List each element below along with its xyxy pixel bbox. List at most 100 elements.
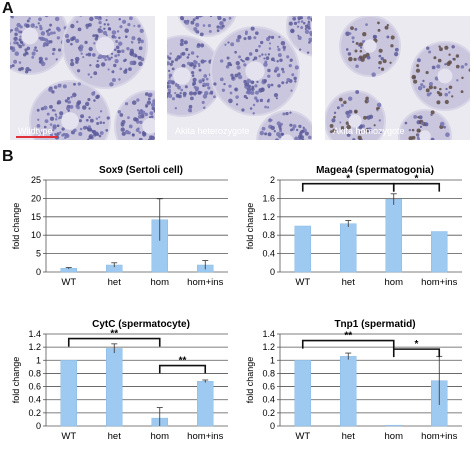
y-axis-label: fold change xyxy=(11,203,21,250)
y-tick-label: 1 xyxy=(36,355,41,365)
y-tick-label: 0.6 xyxy=(28,382,41,392)
bar-het xyxy=(340,356,357,427)
x-tick-label: hom xyxy=(151,277,170,288)
bar-het xyxy=(340,223,357,273)
x-tick-label: hom+ins xyxy=(421,431,457,442)
chart-title: Sox9 (Sertoli cell) xyxy=(99,165,183,176)
y-tick-label: 20 xyxy=(31,193,41,203)
chart-tnp1: Tnp1 (spermatid) fold change 0 0.2 0.4 0.6 0.8… xyxy=(240,314,470,456)
y-tick-label: 1.6 xyxy=(262,193,275,203)
lumen xyxy=(245,61,265,81)
bar-hom xyxy=(385,199,402,273)
x-tick-label: het xyxy=(342,431,356,442)
y-tick-label: 15 xyxy=(31,212,41,222)
x-tick-label: hom xyxy=(385,277,404,288)
bar-het xyxy=(106,348,123,427)
significance-bracket xyxy=(301,339,395,349)
y-tick-label: 0.2 xyxy=(262,408,275,418)
significance-bracket xyxy=(301,182,395,192)
micrograph-akita-homozygote: Akita homozygote xyxy=(325,16,470,140)
x-tick-label: hom+ins xyxy=(187,431,223,442)
significance-bracket xyxy=(392,348,441,358)
lumen xyxy=(95,36,115,56)
chart-magea4: Magea4 (spermatogonia) fold change 0 0.4 0.8… xyxy=(240,160,470,302)
x-tick-label: hom xyxy=(151,431,170,442)
y-tick-label: 1.4 xyxy=(28,329,41,339)
y-tick-label: 0 xyxy=(36,421,41,431)
micrograph-akita-heterozygote: Akita heterozygote xyxy=(167,16,312,140)
significance-label: * xyxy=(415,339,419,350)
y-tick-label: 0 xyxy=(36,267,41,277)
significance-bracket xyxy=(158,364,207,374)
panel-label-a: A xyxy=(2,0,14,17)
bar-hom+ins xyxy=(431,231,448,273)
x-tick-label: WT xyxy=(61,277,76,288)
micrograph-label: Wildtype xyxy=(18,126,53,136)
significance-label: * xyxy=(415,174,419,185)
x-tick-label: hom xyxy=(385,431,404,442)
chart-title: CytC (spermatocyte) xyxy=(92,319,190,330)
significance-label: ** xyxy=(179,356,187,367)
y-axis-label: fold change xyxy=(245,203,255,250)
y-tick-label: 1.2 xyxy=(28,342,41,352)
y-axis-label: fold change xyxy=(245,357,255,404)
chart-title: Magea4 (spermatogonia) xyxy=(316,165,434,176)
y-tick-label: 1 xyxy=(270,355,275,365)
x-tick-label: WT xyxy=(295,431,310,442)
y-tick-label: 0.4 xyxy=(262,249,275,259)
chart-title: Tnp1 (spermatid) xyxy=(334,319,415,330)
significance-label: ** xyxy=(344,331,352,342)
x-tick-label: het xyxy=(342,277,356,288)
scale-bar xyxy=(16,136,58,138)
y-tick-label: 25 xyxy=(31,175,41,185)
panel-label-b: B xyxy=(2,148,14,165)
micrograph-label: Akita homozygote xyxy=(333,126,405,136)
y-tick-label: 1.2 xyxy=(262,342,275,352)
bar-hom xyxy=(385,424,402,427)
y-tick-label: 0 xyxy=(270,267,275,277)
micrograph-label: Akita heterozygote xyxy=(175,126,250,136)
y-tick-label: 10 xyxy=(31,230,41,240)
lumen xyxy=(363,39,377,53)
y-tick-label: 0.8 xyxy=(262,230,275,240)
y-tick-label: 0 xyxy=(270,421,275,431)
bar-WT xyxy=(294,225,311,273)
y-tick-label: 0.8 xyxy=(28,368,41,378)
x-tick-label: WT xyxy=(295,277,310,288)
significance-bracket xyxy=(67,337,161,347)
lumen xyxy=(280,134,294,140)
y-tick-label: 0.6 xyxy=(262,382,275,392)
x-tick-label: WT xyxy=(61,431,76,442)
lumen xyxy=(419,130,431,140)
x-tick-label: het xyxy=(108,431,122,442)
lumen xyxy=(21,27,39,45)
y-tick-label: 0.4 xyxy=(28,395,41,405)
x-tick-label: hom+ins xyxy=(187,277,223,288)
bar-hom+ins xyxy=(197,381,214,427)
micrograph-wildtype: Wildtype xyxy=(10,16,155,140)
bar-WT xyxy=(60,360,77,427)
lumen xyxy=(173,67,191,85)
y-tick-label: 0.8 xyxy=(262,368,275,378)
y-axis-label: fold change xyxy=(11,357,21,404)
y-tick-label: 0.2 xyxy=(28,408,41,418)
tubule xyxy=(256,110,312,140)
lumen xyxy=(310,21,312,31)
lumen xyxy=(437,68,453,84)
lumen xyxy=(61,112,79,130)
significance-bracket xyxy=(392,182,441,192)
lumen xyxy=(142,118,155,134)
x-tick-label: het xyxy=(108,277,122,288)
x-tick-label: hom+ins xyxy=(421,277,457,288)
y-tick-label: 5 xyxy=(36,249,41,259)
chart-cytc: CytC (spermatocyte) fold change 0 0.2 0.4 0.6… xyxy=(6,314,236,456)
y-tick-label: 0.4 xyxy=(262,395,275,405)
bar-WT xyxy=(294,360,311,427)
lumen xyxy=(348,114,362,128)
y-tick-label: 2 xyxy=(270,175,275,185)
y-tick-label: 1.4 xyxy=(262,329,275,339)
significance-label: ** xyxy=(110,329,118,340)
y-tick-label: 1.2 xyxy=(262,212,275,222)
chart-sox9: Sox9 (Sertoli cell) fold change 0 5 10 15 20 25… xyxy=(6,160,236,302)
significance-label: * xyxy=(346,174,350,185)
